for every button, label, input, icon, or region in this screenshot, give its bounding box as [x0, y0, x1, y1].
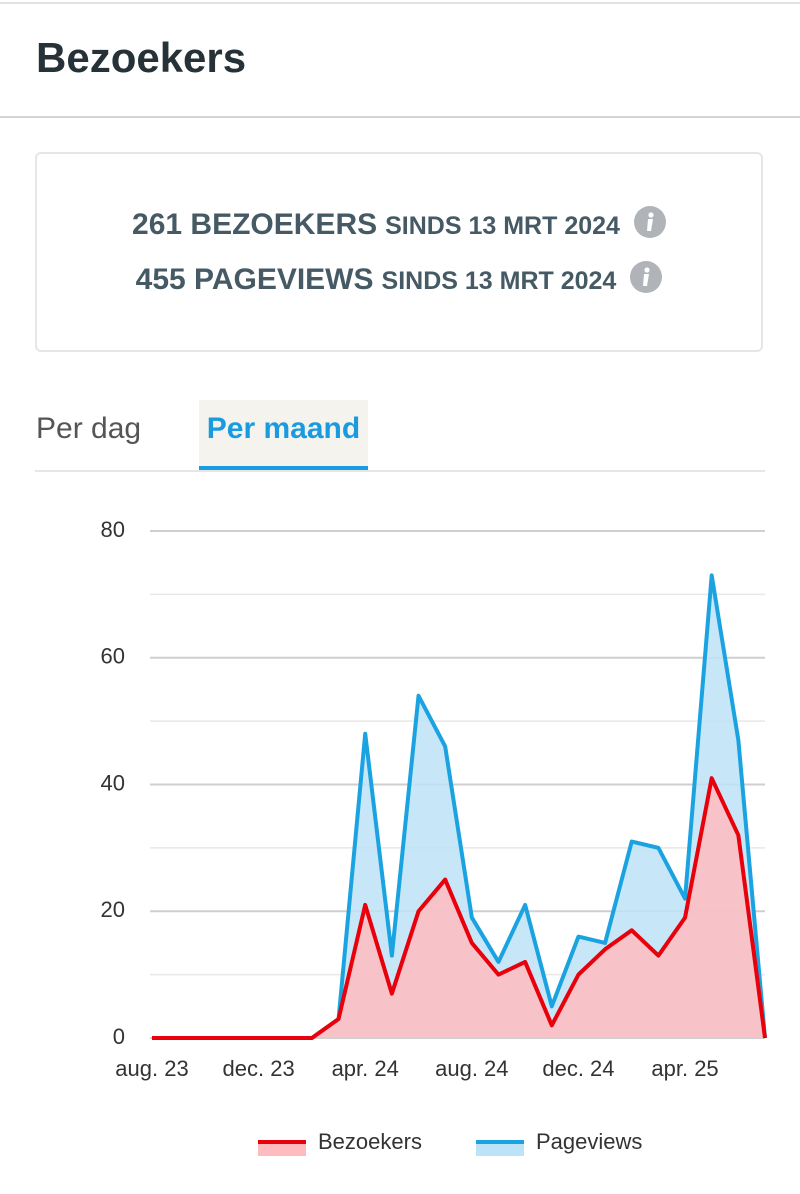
- stat-main: 261 BEZOEKERS: [132, 208, 378, 241]
- info-icon[interactable]: [633, 206, 666, 238]
- y-tick-label: 0: [113, 1024, 125, 1049]
- y-tick-label: 40: [101, 770, 125, 795]
- stats-card: 261 BEZOEKERS SINDS 13 MRT 2024 455 PAGEV…: [35, 152, 763, 352]
- stat-row: 455 PAGEVIEWS SINDS 13 MRT 2024: [37, 261, 761, 297]
- x-tick-label: dec. 23: [223, 1056, 295, 1081]
- tab-divider: [35, 470, 765, 472]
- info-icon[interactable]: [630, 261, 663, 293]
- top-border: [0, 2, 800, 4]
- legend-label: Pageviews: [536, 1129, 642, 1154]
- x-tick-label: apr. 25: [651, 1056, 718, 1081]
- x-tick-label: dec. 24: [542, 1056, 614, 1081]
- legend-label: Bezoekers: [318, 1129, 422, 1154]
- legend-swatch: [258, 1142, 306, 1156]
- y-tick-label: 80: [101, 517, 125, 542]
- stat-since: SINDS 13 MRT 2024: [381, 267, 617, 295]
- stat-main: 455 PAGEVIEWS: [135, 263, 374, 296]
- stat-since: SINDS 13 MRT 2024: [385, 212, 620, 240]
- y-tick-label: 60: [101, 644, 125, 669]
- x-tick-label: aug. 23: [115, 1056, 188, 1081]
- line: [152, 776, 767, 1040]
- x-tick-label: aug. 24: [435, 1056, 508, 1081]
- separator: [0, 116, 800, 118]
- x-tick-label: apr. 24: [332, 1056, 399, 1081]
- tab-active[interactable]: Per maand: [199, 400, 368, 472]
- y-tick-label: 20: [101, 897, 125, 922]
- page-title: Bezoekers: [36, 34, 247, 81]
- area: [152, 778, 765, 1038]
- stat-row: 261 BEZOEKERS SINDS 13 MRT 2024: [37, 206, 761, 242]
- tab[interactable]: Per dag: [36, 412, 142, 445]
- legend-swatch: [476, 1142, 524, 1156]
